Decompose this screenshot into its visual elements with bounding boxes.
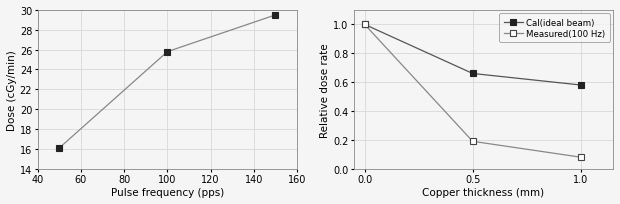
Measured(100 Hz) (469, 140, 476, 143)
Measured(100 Hz) (577, 156, 585, 159)
Y-axis label: Relative dose rate: Relative dose rate (320, 43, 330, 137)
Y-axis label: Dose (cGy/min): Dose (cGy/min) (7, 50, 17, 130)
Line: Measured(100 Hz): Measured(100 Hz) (361, 22, 584, 161)
X-axis label: Pulse frequency (pps): Pulse frequency (pps) (111, 187, 224, 197)
Line: Cal(ideal beam): Cal(ideal beam) (361, 22, 584, 89)
X-axis label: Copper thickness (mm): Copper thickness (mm) (422, 187, 544, 197)
Measured(100 Hz) (361, 24, 368, 27)
Cal(ideal beam) (469, 73, 476, 75)
Cal(ideal beam) (577, 84, 585, 87)
Cal(ideal beam) (361, 24, 368, 27)
Legend: Cal(ideal beam), Measured(100 Hz): Cal(ideal beam), Measured(100 Hz) (500, 14, 609, 43)
